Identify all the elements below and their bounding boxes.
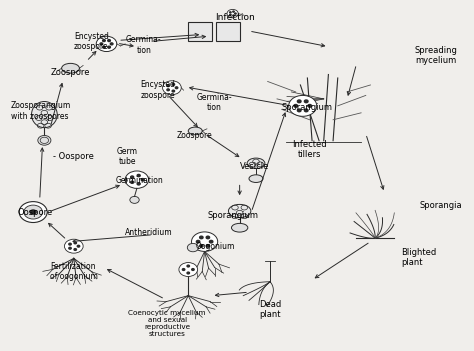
Circle shape [131,176,134,178]
Circle shape [64,239,83,253]
Circle shape [74,242,76,244]
Text: Spreading
mycelium: Spreading mycelium [415,46,458,65]
Circle shape [191,269,194,270]
Circle shape [125,171,148,188]
Circle shape [206,245,210,247]
Circle shape [187,243,199,252]
Text: Sporangium: Sporangium [282,103,333,112]
Text: Fertilization
of oogonium: Fertilization of oogonium [50,261,98,281]
Circle shape [304,100,308,103]
Circle shape [304,109,308,112]
Text: Oogonium: Oogonium [195,243,235,251]
Ellipse shape [62,64,80,73]
Circle shape [167,85,169,87]
Circle shape [96,36,117,52]
Circle shape [182,269,185,270]
Circle shape [297,109,301,112]
Ellipse shape [188,127,202,135]
Circle shape [137,183,140,185]
Circle shape [131,181,134,183]
Circle shape [227,9,238,18]
Circle shape [19,201,47,223]
Circle shape [69,243,71,245]
Circle shape [191,232,218,251]
Circle shape [24,205,43,219]
Circle shape [235,13,236,14]
Circle shape [233,11,234,12]
Circle shape [187,265,190,267]
Circle shape [167,89,169,91]
Ellipse shape [231,223,248,232]
Text: Infected
tillers: Infected tillers [292,140,327,159]
Text: Germina-
tion: Germina- tion [196,93,232,112]
Text: Blighted
plant: Blighted plant [401,248,436,267]
Circle shape [200,245,203,247]
Circle shape [29,209,37,215]
Circle shape [102,40,105,41]
Text: Infection: Infection [215,13,255,21]
Circle shape [289,95,317,116]
Text: - Oospore: - Oospore [53,152,94,161]
Circle shape [196,240,200,243]
FancyBboxPatch shape [188,22,211,41]
Text: Antheridium: Antheridium [125,229,173,238]
Text: Zoosporangium
with zoospores: Zoosporangium with zoospores [11,101,71,121]
Circle shape [172,90,174,92]
Circle shape [187,272,190,274]
Circle shape [200,236,203,239]
Circle shape [141,179,144,181]
Text: Encysted
zoospore: Encysted zoospore [74,32,109,51]
Circle shape [137,174,140,177]
Text: Zoospore: Zoospore [177,131,212,140]
Circle shape [77,245,80,247]
Text: Oospore: Oospore [18,207,53,217]
Circle shape [175,87,178,89]
Circle shape [108,46,110,48]
Circle shape [163,81,181,95]
Circle shape [130,197,139,203]
Circle shape [102,46,105,48]
Circle shape [308,105,311,107]
Circle shape [233,15,234,16]
Circle shape [69,247,71,249]
Circle shape [297,100,301,103]
Ellipse shape [32,101,57,128]
Circle shape [294,105,298,107]
Circle shape [108,40,110,41]
Text: Germ
tube: Germ tube [117,147,138,166]
Ellipse shape [247,158,265,168]
Circle shape [206,236,210,239]
Ellipse shape [228,204,251,218]
FancyBboxPatch shape [216,22,240,41]
Circle shape [110,43,113,45]
Text: Coenocytic mycelium
and sexual
reproductive
structures: Coenocytic mycelium and sexual reproduct… [128,310,206,337]
Circle shape [229,14,231,15]
Text: Sporangium: Sporangium [207,211,258,220]
Text: Zoospore: Zoospore [50,68,90,77]
Circle shape [229,12,231,13]
Circle shape [74,249,76,250]
Text: Dead
plant: Dead plant [259,300,281,319]
Text: Encysted
zoospore: Encysted zoospore [140,80,175,100]
Circle shape [100,43,103,45]
Ellipse shape [249,175,263,183]
Text: Vesicle: Vesicle [240,162,269,171]
Text: Germination: Germination [115,176,163,185]
Circle shape [179,263,198,277]
Circle shape [38,135,51,145]
Text: Germina-
tion: Germina- tion [126,35,162,55]
Circle shape [172,84,174,85]
Circle shape [210,240,213,243]
Text: Sporangia: Sporangia [419,201,462,210]
